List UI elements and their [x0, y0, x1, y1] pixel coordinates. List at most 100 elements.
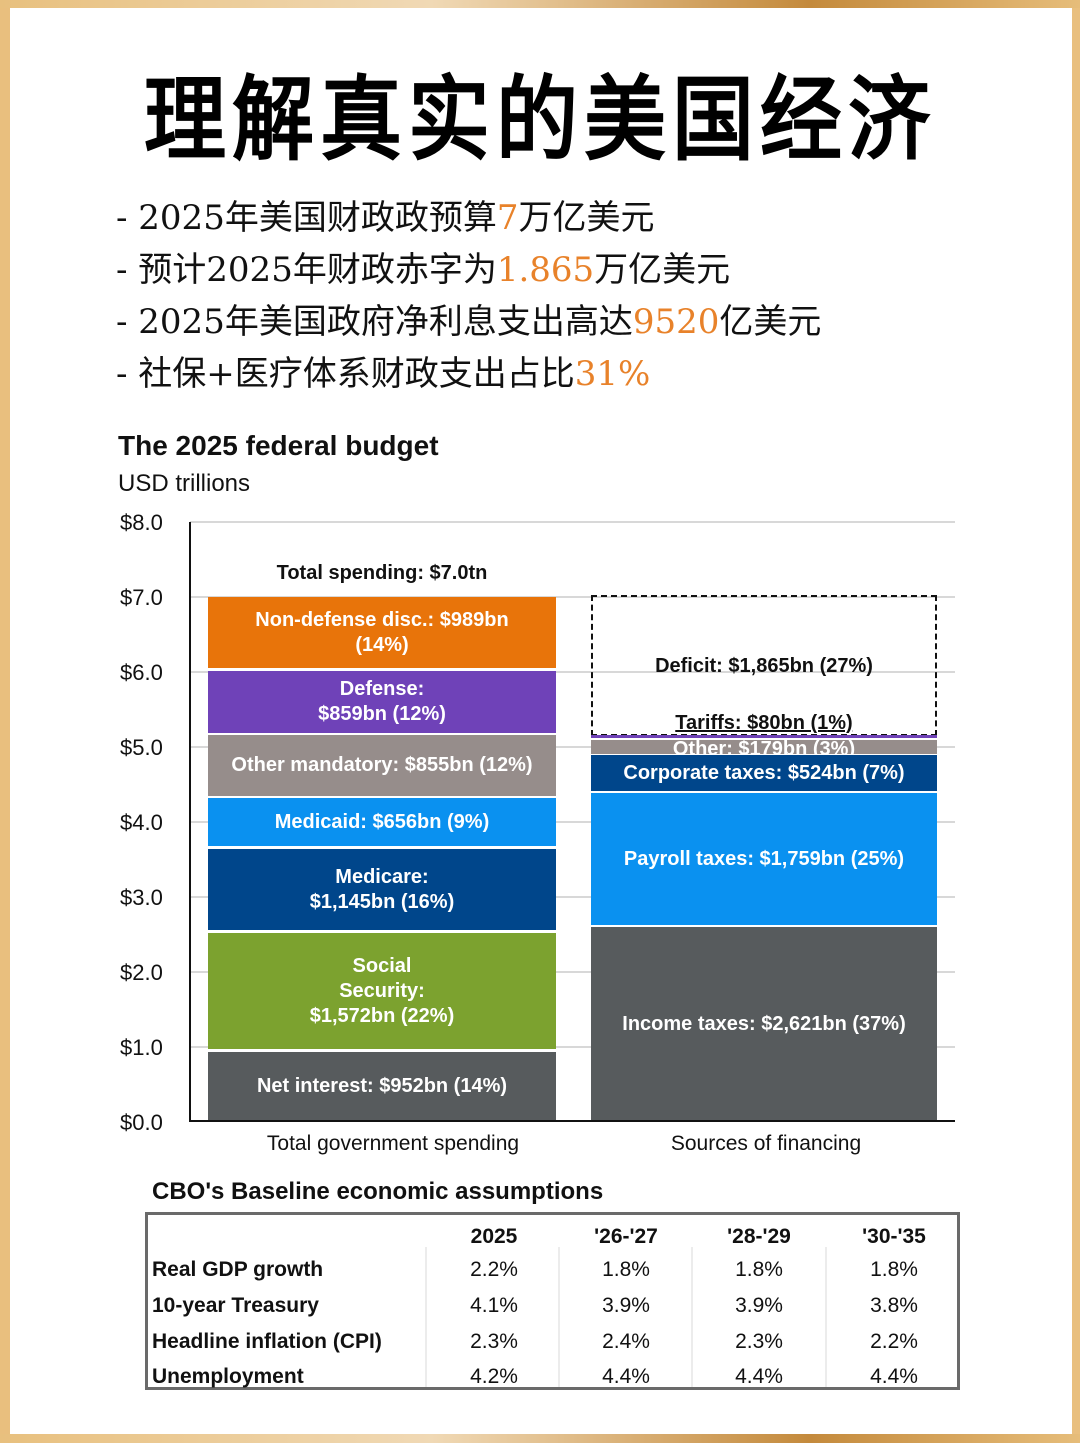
table-cell: 4.2% — [470, 1365, 518, 1388]
frame-top-border — [0, 0, 1080, 8]
table-cell: 2.4% — [602, 1330, 650, 1353]
table-cell: 2.2% — [870, 1330, 918, 1353]
segment-label: (14%) — [355, 633, 409, 656]
y-axis — [189, 522, 191, 1122]
y-tick: $3.0 — [120, 885, 163, 910]
fact-text: - 2025年美国财政政预算 — [116, 198, 497, 238]
table-cell: 1.8% — [870, 1258, 918, 1281]
column-header: '28-'29 — [727, 1225, 791, 1248]
fact-deficit: - 预计2025年财政赤字为1.865万亿美元 — [116, 244, 821, 296]
fact-text: 万亿美元 — [594, 250, 731, 290]
y-tick: $5.0 — [120, 735, 163, 760]
fact-interest: - 2025年美国政府净利息支出高达9520亿美元 — [116, 296, 821, 348]
segment-label: $1,572bn (22%) — [309, 1004, 455, 1027]
bar-segment-medicare: Medicare: $1,145bn (16%) — [208, 849, 556, 930]
total-spending-label: Total spending: $7.0tn — [276, 562, 488, 584]
table-cell: 4.4% — [602, 1365, 650, 1388]
table-cell: 3.9% — [735, 1294, 783, 1317]
fact-text: 亿美元 — [719, 302, 822, 342]
tariffs-label: Tariffs: $80bn (1%) — [675, 712, 853, 734]
bar-segment-tariffs — [591, 735, 937, 738]
segment-label: Other mandatory: $855bn (12%) — [231, 754, 533, 776]
gridline — [190, 671, 955, 673]
table-cell: 1.8% — [602, 1258, 650, 1281]
key-facts-list: - 2025年美国财政政预算7万亿美元 - 预计2025年财政赤字为1.865万… — [116, 192, 821, 400]
other-revenue-label: Other: $179bn (3%) — [672, 738, 856, 760]
segment-label: Medicaid: $656bn (9%) — [274, 810, 490, 833]
y-tick: $7.0 — [120, 585, 163, 610]
segment-label: Medicare: — [335, 865, 429, 888]
fact-highlight: 31% — [574, 354, 651, 394]
bar-segment-medicaid: Medicaid: $656bn (9%) — [208, 798, 556, 846]
column-header: '30-'35 — [862, 1225, 926, 1248]
table-cell: 1.8% — [735, 1258, 783, 1281]
table-cell: 2.3% — [735, 1330, 783, 1353]
segment-label: Defense: — [339, 678, 425, 700]
segment-label: Net interest: $952bn (14%) — [256, 1075, 508, 1097]
segment-label: Income taxes: $2,621bn (37%) — [622, 1012, 906, 1035]
table-cell: 3.9% — [602, 1294, 650, 1317]
row-label: 10-year Treasury — [152, 1294, 319, 1317]
row-label: Real GDP growth — [152, 1258, 324, 1281]
gridline — [190, 821, 955, 823]
fact-social-health: - 社保+医疗体系财政支出占比31% — [116, 348, 821, 400]
fact-text: - 2025年美国政府净利息支出高达 — [116, 302, 633, 342]
gridline — [190, 746, 955, 748]
frame-bottom-border — [0, 1434, 1080, 1443]
bar-segment-payroll-taxes: Payroll taxes: $1,759bn (25%) — [591, 793, 937, 925]
segment-label: Security: — [339, 979, 425, 1002]
bar-segment-other-mandatory: Other mandatory: $855bn (12%) — [208, 735, 556, 796]
y-tick: $6.0 — [120, 660, 163, 685]
bar-segment-non-defense: Non-defense disc.: $989bn (14%) — [208, 597, 556, 668]
row-label: Headline inflation (CPI) — [152, 1330, 382, 1353]
bar-segment-defense: Defense: $859bn (12%) — [208, 671, 556, 733]
table-cell: 4.4% — [870, 1365, 918, 1388]
segment-label: $859bn (12%) — [318, 703, 446, 725]
segment-label: $1,145bn (16%) — [309, 890, 455, 913]
segment-label: Non-defense disc.: $989bn — [255, 608, 509, 631]
gridline — [190, 596, 955, 598]
bar-segment-income-taxes: Income taxes: $2,621bn (37%) — [591, 927, 937, 1121]
column-divider — [691, 1247, 693, 1387]
fact-text: 万亿美元 — [518, 198, 655, 238]
table-cell: 4.1% — [470, 1294, 518, 1317]
fact-highlight: 1.865 — [496, 250, 595, 290]
deficit-label: Deficit: $1,865bn (27%) — [655, 655, 873, 677]
row-label: Unemployment — [152, 1365, 304, 1388]
table-cell: 4.4% — [735, 1365, 783, 1388]
gridline — [190, 896, 955, 898]
column-header: '26-'27 — [594, 1225, 658, 1248]
fact-highlight: 9520 — [632, 302, 720, 342]
fact-highlight: 7 — [496, 198, 519, 238]
fact-text: - 社保+医疗体系财政支出占比 — [116, 354, 575, 394]
column-divider — [425, 1247, 427, 1387]
y-tick: $4.0 — [120, 810, 163, 835]
table-cell: 2.2% — [470, 1258, 518, 1281]
table-title: CBO's Baseline economic assumptions — [152, 1178, 604, 1205]
y-tick: $1.0 — [120, 1035, 163, 1060]
bar-segment-corporate-taxes: Corporate taxes: $524bn (7%) — [591, 755, 937, 791]
chart-title: The 2025 federal budget — [118, 430, 439, 461]
fact-budget: - 2025年美国财政政预算7万亿美元 — [116, 192, 821, 244]
gridline — [190, 971, 955, 973]
segment-label: Social — [352, 954, 412, 977]
x-label-spending: Total government spending — [266, 1132, 520, 1155]
gridline — [190, 1046, 955, 1048]
bar-segment-other-revenue — [591, 740, 937, 754]
assumptions-table: 2025 '26-'27 '28-'29 '30-'35 Real GDP gr… — [145, 1212, 960, 1390]
table-cell: 2.3% — [470, 1330, 518, 1353]
chart-subtitle: USD trillions — [118, 470, 251, 497]
bar-segment-social-security: Social Security: $1,572bn (22%) — [208, 933, 556, 1049]
x-label-financing: Sources of financing — [670, 1132, 862, 1155]
segment-label: Payroll taxes: $1,759bn (25%) — [623, 847, 905, 870]
gridline — [190, 521, 955, 523]
table-cell: 3.8% — [870, 1294, 918, 1317]
fact-text: - 预计2025年财政赤字为 — [116, 250, 497, 290]
bar-segment-net-interest: Net interest: $952bn (14%) — [208, 1052, 556, 1121]
y-tick: $0.0 — [120, 1110, 163, 1135]
column-divider — [825, 1247, 827, 1387]
y-tick: $8.0 — [120, 510, 163, 535]
x-axis — [189, 1120, 955, 1122]
column-divider — [558, 1247, 560, 1387]
page-title: 理解真实的美国经济 — [143, 66, 936, 174]
